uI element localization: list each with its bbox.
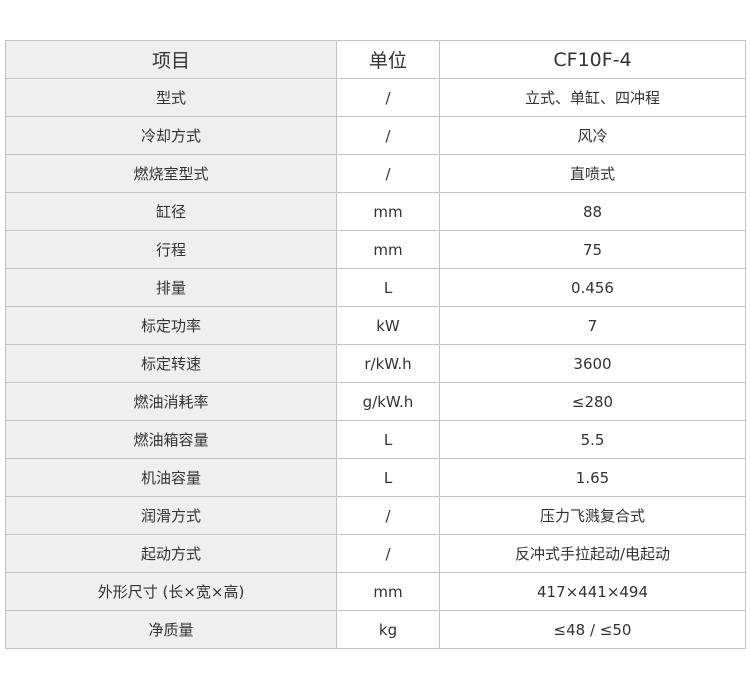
row-unit: / [336, 78, 440, 117]
table-row: 燃烧室型式 / 直喷式 [5, 154, 746, 193]
row-value: ≤48 / ≤50 [439, 610, 746, 649]
row-unit: L [336, 268, 440, 307]
row-value: 88 [439, 192, 746, 231]
row-item: 行程 [5, 230, 337, 269]
table-row: 机油容量 L 1.65 [5, 458, 746, 497]
row-value: 5.5 [439, 420, 746, 459]
row-value: 风冷 [439, 116, 746, 155]
row-item: 标定转速 [5, 344, 337, 383]
row-item: 冷却方式 [5, 116, 337, 155]
table-row: 燃油消耗率 g/kW.h ≤280 [5, 382, 746, 421]
row-item: 型式 [5, 78, 337, 117]
header-model: CF10F-4 [439, 40, 746, 79]
row-item: 起动方式 [5, 534, 337, 573]
row-value: 反冲式手拉起动/电起动 [439, 534, 746, 573]
row-value: 417×441×494 [439, 572, 746, 611]
row-value: 压力飞溅复合式 [439, 496, 746, 535]
table-row: 起动方式 / 反冲式手拉起动/电起动 [5, 534, 746, 573]
row-unit: mm [336, 192, 440, 231]
table-row: 标定功率 kW 7 [5, 306, 746, 345]
row-item: 标定功率 [5, 306, 337, 345]
spec-table: 项目 单位 CF10F-4 型式 / 立式、单缸、四冲程 冷却方式 / 风冷 燃烧室型式 / 直… [5, 40, 746, 649]
row-value: ≤280 [439, 382, 746, 421]
row-unit: mm [336, 572, 440, 611]
table-row: 净质量 kg ≤48 / ≤50 [5, 610, 746, 649]
row-unit: / [336, 534, 440, 573]
row-unit: r/kW.h [336, 344, 440, 383]
row-unit: / [336, 154, 440, 193]
table-row: 润滑方式 / 压力飞溅复合式 [5, 496, 746, 535]
row-value: 3600 [439, 344, 746, 383]
table-row: 排量 L 0.456 [5, 268, 746, 307]
row-unit: kg [336, 610, 440, 649]
table-row: 行程 mm 75 [5, 230, 746, 269]
row-item: 缸径 [5, 192, 337, 231]
row-value: 立式、单缸、四冲程 [439, 78, 746, 117]
table-row: 型式 / 立式、单缸、四冲程 [5, 78, 746, 117]
row-value: 1.65 [439, 458, 746, 497]
row-value: 7 [439, 306, 746, 345]
row-unit: L [336, 458, 440, 497]
table-row: 缸径 mm 88 [5, 192, 746, 231]
table-row: 燃油箱容量 L 5.5 [5, 420, 746, 459]
row-value: 0.456 [439, 268, 746, 307]
table-row: 标定转速 r/kW.h 3600 [5, 344, 746, 383]
row-value: 75 [439, 230, 746, 269]
row-item: 外形尺寸 (长×宽×高) [5, 572, 337, 611]
row-unit: mm [336, 230, 440, 269]
row-item: 燃油消耗率 [5, 382, 337, 421]
table-row: 冷却方式 / 风冷 [5, 116, 746, 155]
row-item: 排量 [5, 268, 337, 307]
row-unit: / [336, 496, 440, 535]
row-item: 润滑方式 [5, 496, 337, 535]
row-unit: kW [336, 306, 440, 345]
row-item: 燃烧室型式 [5, 154, 337, 193]
row-item: 机油容量 [5, 458, 337, 497]
table-header-row: 项目 单位 CF10F-4 [5, 40, 746, 79]
row-unit: L [336, 420, 440, 459]
table-row: 外形尺寸 (长×宽×高) mm 417×441×494 [5, 572, 746, 611]
header-item: 项目 [5, 40, 337, 79]
row-item: 净质量 [5, 610, 337, 649]
row-value: 直喷式 [439, 154, 746, 193]
row-item: 燃油箱容量 [5, 420, 337, 459]
row-unit: g/kW.h [336, 382, 440, 421]
row-unit: / [336, 116, 440, 155]
header-unit: 单位 [336, 40, 440, 79]
